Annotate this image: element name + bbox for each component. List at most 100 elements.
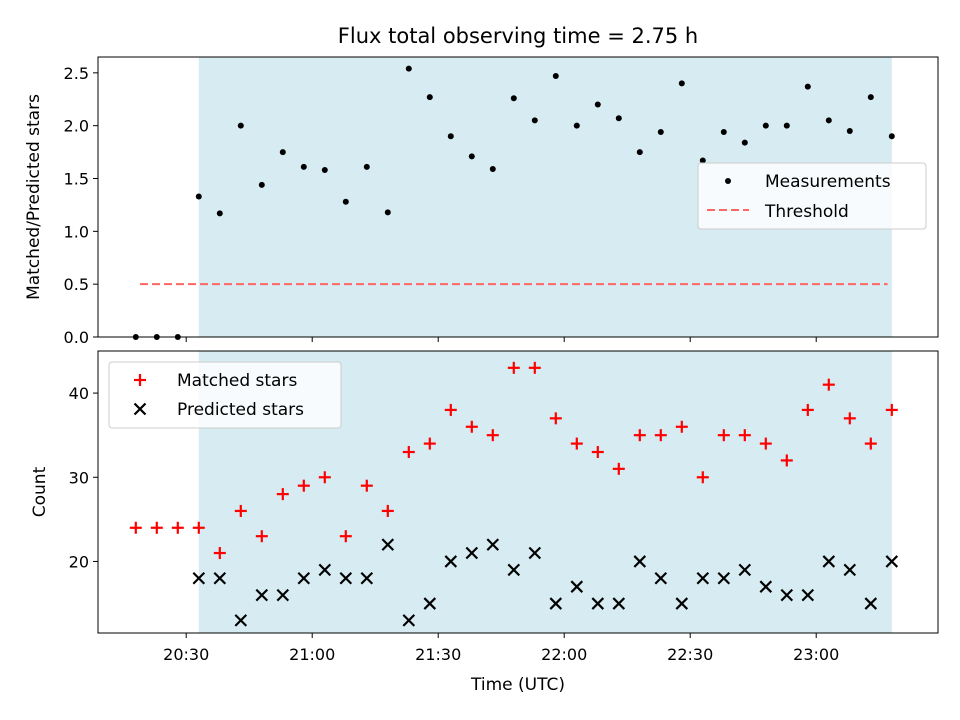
matched-star-point <box>843 412 856 425</box>
predicted-star-point <box>822 555 836 568</box>
measurement-point <box>825 117 832 124</box>
predicted-star-point <box>549 597 563 610</box>
predicted-star-point <box>612 597 626 610</box>
bottom-legend-box <box>108 361 342 429</box>
predicted-star-point-b <box>717 572 731 585</box>
matched-star-point <box>255 530 268 543</box>
predicted-star-point <box>255 588 269 602</box>
matched-star-point <box>591 446 604 459</box>
predicted-star-point-b <box>297 572 311 585</box>
predicted-star-point-b <box>192 572 206 585</box>
predicted-star-point-b <box>213 572 227 585</box>
predicted-star-point <box>213 572 227 585</box>
predicted-star-point <box>591 597 605 610</box>
measurement-point <box>510 95 517 102</box>
measurement-point <box>321 167 328 174</box>
top-y-tick-label: 2.0 <box>64 117 89 136</box>
predicted-star-point-b <box>570 580 584 593</box>
matched-star-point <box>864 437 877 450</box>
legend-threshold-label: Threshold <box>764 202 849 222</box>
measurement-point <box>741 139 748 146</box>
bottom-x-tick-label: 21:30 <box>415 645 461 664</box>
legend-matched-label: Matched stars <box>177 371 297 391</box>
predicted-star-point <box>381 538 395 551</box>
bottom-y-tick-label: 20 <box>69 552 89 571</box>
top-y-tick-label: 1.5 <box>64 170 89 189</box>
matched-star-point <box>696 471 709 484</box>
predicted-star-point-b <box>255 588 269 602</box>
matched-star-point <box>171 521 184 534</box>
matched-star-point <box>381 504 394 517</box>
predicted-star-point-b <box>423 597 437 610</box>
predicted-star-point <box>465 546 479 560</box>
matched-star-point <box>444 403 457 416</box>
legend-measurements-marker <box>725 178 731 184</box>
predicted-star-point <box>654 572 668 585</box>
predicted-star-point <box>780 588 794 602</box>
predicted-star-point-b <box>549 597 563 610</box>
matched-star-point <box>780 454 793 467</box>
predicted-star-point <box>528 546 542 560</box>
measurement-point <box>300 163 307 170</box>
predicted-star-point <box>885 555 899 568</box>
matched-star-point <box>318 471 331 484</box>
matched-star-point <box>507 361 520 374</box>
top-axes-frame <box>97 56 939 338</box>
matched-star-point <box>738 429 751 442</box>
measurement-point <box>363 163 370 170</box>
predicted-star-point <box>738 563 752 577</box>
predicted-star-point <box>570 580 584 593</box>
predicted-star-point-b <box>885 555 899 568</box>
predicted-star-point <box>276 588 290 602</box>
matched-star-point <box>675 420 688 433</box>
measurement-point <box>342 198 349 205</box>
predicted-star-point-b <box>612 597 626 610</box>
matched-star-point <box>402 446 415 459</box>
predicted-star-point-b <box>633 555 647 568</box>
matched-star-point <box>612 462 625 475</box>
measurement-point <box>237 122 244 129</box>
x-axis-label: Time (UTC) <box>470 675 565 695</box>
measurement-point <box>867 94 874 101</box>
measurement-point <box>657 129 664 136</box>
top-y-ticks: 0.0 0.5 1.0 1.5 2.0 2.5 <box>64 64 98 347</box>
bottom-x-tick-label: 22:00 <box>541 645 587 664</box>
bottom-y-tick-label: 30 <box>69 468 89 487</box>
predicted-star-point-b <box>696 572 710 585</box>
matched-star-point <box>360 479 373 492</box>
predicted-star-point-b <box>591 597 605 610</box>
measurement-point <box>489 166 496 172</box>
legend-predicted-marker <box>133 402 147 416</box>
predicted-star-point-b <box>339 572 353 585</box>
top-y-tick-label: 0.5 <box>64 275 89 294</box>
predicted-star-point-b <box>738 563 752 577</box>
legend-predicted-label: Predicted stars <box>177 400 304 420</box>
matched-star-point <box>213 547 226 560</box>
bottom-x-tick-label: 23:00 <box>793 645 839 664</box>
measurement-point <box>699 157 706 164</box>
top-x-ticks <box>185 337 817 342</box>
measurement-point <box>258 181 265 188</box>
predicted-star-point-b <box>801 588 815 602</box>
predicted-star-point <box>696 572 710 585</box>
predicted-star-point-b <box>528 546 542 560</box>
predicted-star-point-b <box>507 563 521 577</box>
chart-title: Flux total observing time = 2.75 h <box>338 24 698 48</box>
matched-star-point <box>654 429 667 442</box>
matched-star-point <box>549 412 562 425</box>
predicted-star-point-b <box>864 597 878 610</box>
predicted-star-point <box>675 597 689 610</box>
measurement-point <box>888 133 895 140</box>
matched-star-point <box>465 420 478 433</box>
measurement-point <box>615 115 622 122</box>
predicted-star-point-b <box>360 572 374 585</box>
matched-star-point <box>486 429 499 442</box>
predicted-star-point-b <box>276 588 290 602</box>
predicted-star-point-b <box>486 538 500 551</box>
top-legend: Measurements Threshold <box>697 162 927 230</box>
bottom-panel: 20 30 40 20:30 21:00 21:30 22:00 22:30 23:00 Ti… <box>30 350 939 695</box>
predicted-star-point <box>486 538 500 551</box>
matched-star-point <box>276 488 289 501</box>
matched-star-point <box>717 429 730 442</box>
